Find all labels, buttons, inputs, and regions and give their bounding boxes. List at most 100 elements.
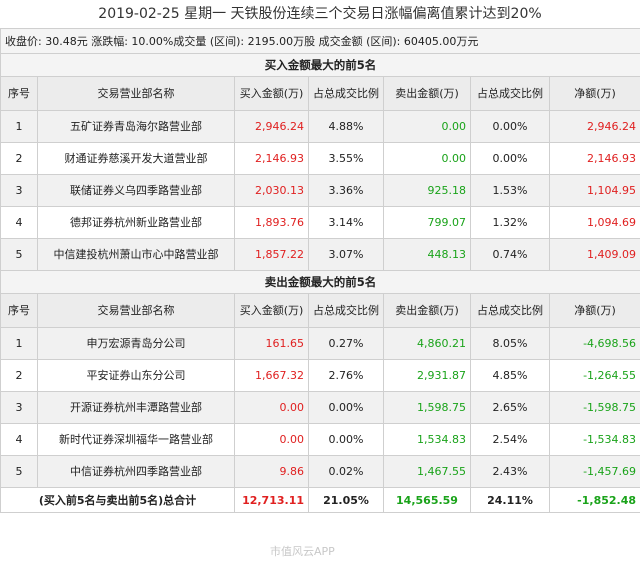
row-no: 3 xyxy=(0,174,38,207)
sell-pct: 0.74% xyxy=(470,238,550,271)
total-sell: 14,565.59 xyxy=(383,487,471,513)
net-amount: 1,094.69 xyxy=(548,206,640,239)
total-net: -1,852.48 xyxy=(548,487,640,513)
net-amount: 2,146.93 xyxy=(548,142,640,175)
sell-amount: 4,860.21 xyxy=(383,327,471,360)
page-title: 2019-02-25 星期一 天铁股份连续三个交易日涨幅偏离值累计达到20% xyxy=(98,6,542,22)
header-no: 序号 xyxy=(0,76,38,111)
broker-name: 开源证券杭州丰潭路营业部 xyxy=(37,391,235,424)
sell-pct: 2.43% xyxy=(470,455,550,488)
net-amount: 1,104.95 xyxy=(548,174,640,207)
row-no: 5 xyxy=(0,455,38,488)
table-row: 5 中信证券杭州四季路营业部 9.86 0.02% 1,467.55 2.43% -1,45… xyxy=(0,455,640,488)
broker-name: 平安证券山东分公司 xyxy=(37,359,235,392)
row-no: 3 xyxy=(0,391,38,424)
lhb-table: 收盘价: 30.48元 涨跌幅: 10.00%成交量 (区间): 2195.00… xyxy=(0,28,640,513)
buy-header-row: 序号 交易营业部名称 买入金额(万) 占总成交比例 卖出金额(万) 占总成交比例… xyxy=(0,76,640,111)
sell-amount: 2,931.87 xyxy=(383,359,471,392)
net-amount: -1,457.69 xyxy=(548,455,640,488)
sell-pct: 0.00% xyxy=(470,142,550,175)
buy-amount: 2,146.93 xyxy=(234,142,309,175)
header-sell: 卖出金额(万) xyxy=(383,76,471,111)
sell-amount: 925.18 xyxy=(383,174,471,207)
header-net: 净额(万) xyxy=(548,76,640,111)
broker-name: 五矿证券青岛海尔路营业部 xyxy=(37,110,235,143)
buy-pct: 3.55% xyxy=(308,142,384,175)
buy-pct: 0.02% xyxy=(308,455,384,488)
sell-pct: 2.65% xyxy=(470,391,550,424)
total-sell-pct: 24.11% xyxy=(470,487,550,513)
header-sell-pct: 占总成交比例 xyxy=(470,293,550,328)
sell-amount: 0.00 xyxy=(383,110,471,143)
buy-amount: 0.00 xyxy=(234,391,309,424)
header-buy-pct: 占总成交比例 xyxy=(308,76,384,111)
row-no: 5 xyxy=(0,238,38,271)
total-buy: 12,713.11 xyxy=(234,487,309,513)
broker-name: 德邦证券杭州新业路营业部 xyxy=(37,206,235,239)
buy-amount: 0.00 xyxy=(234,423,309,456)
watermark: 市值风云APP xyxy=(270,545,335,558)
broker-name: 新时代证券深圳福华一路营业部 xyxy=(37,423,235,456)
buy-pct: 0.27% xyxy=(308,327,384,360)
sell-amount: 799.07 xyxy=(383,206,471,239)
table-row: 5 中信建投杭州萧山市心中路营业部 1,857.22 3.07% 448.13 0.74%… xyxy=(0,238,640,271)
row-no: 4 xyxy=(0,423,38,456)
net-amount: -1,264.55 xyxy=(548,359,640,392)
row-no: 1 xyxy=(0,110,38,143)
row-no: 1 xyxy=(0,327,38,360)
table-row: 3 联储证券义乌四季路营业部 2,030.13 3.36% 925.18 1.53% 1,1… xyxy=(0,174,640,207)
sell-pct: 4.85% xyxy=(470,359,550,392)
buy-amount: 161.65 xyxy=(234,327,309,360)
sell-pct: 0.00% xyxy=(470,110,550,143)
buy-amount: 1,667.32 xyxy=(234,359,309,392)
table-row: 4 新时代证券深圳福华一路营业部 0.00 0.00% 1,534.83 2.54% -1,… xyxy=(0,423,640,456)
header-sell: 卖出金额(万) xyxy=(383,293,471,328)
sell-amount: 0.00 xyxy=(383,142,471,175)
table-row: 4 德邦证券杭州新业路营业部 1,893.76 3.14% 799.07 1.32% 1,0… xyxy=(0,206,640,239)
sell-pct: 1.53% xyxy=(470,174,550,207)
buy-pct: 0.00% xyxy=(308,391,384,424)
sell-amount: 448.13 xyxy=(383,238,471,271)
table-row: 2 平安证券山东分公司 1,667.32 2.76% 2,931.87 4.85% -1,2… xyxy=(0,359,640,392)
buy-amount: 9.86 xyxy=(234,455,309,488)
buy-amount: 1,857.22 xyxy=(234,238,309,271)
header-no: 序号 xyxy=(0,293,38,328)
total-label: (买入前5名与卖出前5名)总合计 xyxy=(0,487,235,513)
table-row: 2 财通证券慈溪开发大道营业部 2,146.93 3.55% 0.00 0.00% 2,14… xyxy=(0,142,640,175)
net-amount: -4,698.56 xyxy=(548,327,640,360)
header-sell-pct: 占总成交比例 xyxy=(470,76,550,111)
row-no: 2 xyxy=(0,142,38,175)
header-buy: 买入金额(万) xyxy=(234,76,309,111)
buy-section-heading: 买入金额最大的前5名 xyxy=(0,53,640,77)
header-buy: 买入金额(万) xyxy=(234,293,309,328)
buy-amount: 1,893.76 xyxy=(234,206,309,239)
sell-header-row: 序号 交易营业部名称 买入金额(万) 占总成交比例 卖出金额(万) 占总成交比例… xyxy=(0,293,640,328)
row-no: 4 xyxy=(0,206,38,239)
sell-pct: 1.32% xyxy=(470,206,550,239)
net-amount: 1,409.09 xyxy=(548,238,640,271)
broker-name: 中信证券杭州四季路营业部 xyxy=(37,455,235,488)
header-net: 净额(万) xyxy=(548,293,640,328)
table-row: 1 五矿证券青岛海尔路营业部 2,946.24 4.88% 0.00 0.00% 2,946… xyxy=(0,110,640,143)
sell-amount: 1,598.75 xyxy=(383,391,471,424)
broker-name: 中信建投杭州萧山市心中路营业部 xyxy=(37,238,235,271)
buy-pct: 3.14% xyxy=(308,206,384,239)
row-no: 2 xyxy=(0,359,38,392)
buy-amount: 2,946.24 xyxy=(234,110,309,143)
broker-name: 联储证券义乌四季路营业部 xyxy=(37,174,235,207)
net-amount: 2,946.24 xyxy=(548,110,640,143)
total-buy-pct: 21.05% xyxy=(308,487,384,513)
sell-amount: 1,534.83 xyxy=(383,423,471,456)
sell-pct: 2.54% xyxy=(470,423,550,456)
buy-pct: 3.07% xyxy=(308,238,384,271)
total-row: (买入前5名与卖出前5名)总合计 12,713.11 21.05% 14,565… xyxy=(0,487,640,513)
table-row: 1 申万宏源青岛分公司 161.65 0.27% 4,860.21 8.05% -4,698… xyxy=(0,327,640,360)
net-amount: -1,598.75 xyxy=(548,391,640,424)
header-name: 交易营业部名称 xyxy=(37,293,235,328)
header-name: 交易营业部名称 xyxy=(37,76,235,111)
broker-name: 财通证券慈溪开发大道营业部 xyxy=(37,142,235,175)
sell-section-heading: 卖出金额最大的前5名 xyxy=(0,270,640,294)
buy-amount: 2,030.13 xyxy=(234,174,309,207)
buy-pct: 0.00% xyxy=(308,423,384,456)
buy-pct: 3.36% xyxy=(308,174,384,207)
